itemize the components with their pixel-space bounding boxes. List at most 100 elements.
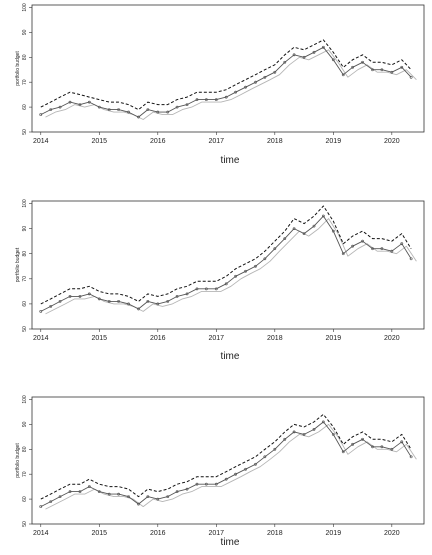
series-line-dashed-upper: [40, 205, 412, 305]
x-tick-label: 2020: [384, 138, 400, 145]
series-point: [107, 299, 111, 303]
y-tick-label: 80: [22, 54, 28, 60]
x-tick-label: 2017: [209, 138, 225, 145]
chart-panel-1: 2014 2015 2016 2017 2018 2019 2020 50 60 70 80 90 10…: [15, 3, 425, 166]
series-point: [204, 98, 208, 102]
series-point: [204, 482, 208, 486]
series-point: [331, 58, 335, 62]
series-point: [361, 60, 364, 64]
series-point: [292, 53, 296, 57]
series-point: [409, 75, 413, 79]
series-point: [263, 75, 267, 79]
series-point: [321, 420, 325, 424]
series-point: [341, 252, 345, 256]
x-axis-title: time: [221, 351, 240, 362]
series-point: [371, 68, 374, 72]
plot-frame: [31, 4, 425, 133]
series-point: [224, 95, 228, 99]
series-point: [185, 103, 189, 107]
series-point: [312, 224, 316, 228]
series-point: [137, 115, 140, 119]
y-axis-title: portfolio budget: [15, 51, 21, 86]
series-point: [127, 302, 130, 306]
series-point: [380, 445, 384, 449]
y-tick-label: 90: [22, 226, 28, 232]
x-tick-label: 2020: [384, 335, 400, 342]
series-point: [380, 247, 384, 251]
series-point: [97, 490, 101, 494]
series-point: [234, 274, 238, 278]
series-point: [361, 239, 364, 243]
series-point: [400, 65, 404, 69]
series-point: [234, 90, 238, 94]
y-tick-label: 60: [22, 496, 28, 502]
series-point: [390, 70, 394, 74]
y-tick-label: 90: [22, 29, 28, 35]
series-point: [321, 214, 325, 218]
series-line-solid-light: [45, 218, 417, 315]
plot-frame: [31, 396, 425, 525]
series-point: [341, 450, 345, 454]
y-tick-label: 50: [22, 521, 28, 527]
series-line-solid-dark-with-markers: [40, 215, 412, 312]
series-point: [214, 287, 218, 291]
x-tick-label: 2019: [326, 335, 342, 342]
series-point: [78, 103, 82, 107]
series-point: [78, 294, 82, 298]
series-point: [283, 60, 287, 64]
series-point: [283, 237, 287, 241]
series-point: [127, 110, 130, 114]
series-point: [58, 105, 62, 109]
series-point: [195, 482, 199, 486]
series-point: [68, 294, 72, 298]
y-axis-title: portfolio budget: [15, 247, 21, 282]
series-point: [195, 98, 199, 102]
y-tick-label: 80: [22, 251, 28, 257]
series-point: [39, 505, 43, 508]
y-tick-label: 70: [22, 471, 28, 477]
series-point: [68, 100, 72, 104]
y-tick-label: 50: [22, 326, 28, 332]
series-point: [87, 100, 91, 104]
x-tick-label: 2018: [267, 335, 283, 342]
x-tick-label: 2020: [384, 530, 400, 537]
series-point: [254, 80, 257, 84]
series-point: [351, 442, 355, 446]
series-point: [292, 227, 296, 231]
series-point: [283, 437, 287, 441]
series-line-solid-dark-with-markers: [40, 46, 412, 118]
series-point: [244, 269, 247, 273]
plot-frame: [31, 200, 425, 330]
x-tick-label: 2014: [33, 530, 49, 537]
y-tick-label: 80: [22, 446, 28, 452]
series-point: [156, 110, 160, 114]
series-point: [146, 299, 150, 303]
series-point: [175, 294, 179, 298]
series-point: [49, 305, 53, 308]
chart-panel-2: 2014 2015 2016 2017 2018 2019 2020 50 60 70 80 90 10…: [15, 199, 425, 362]
series-point: [263, 257, 267, 261]
series-point: [234, 472, 238, 476]
series-point: [127, 495, 130, 499]
series-point: [185, 292, 189, 296]
series-point: [273, 247, 277, 251]
series-point: [195, 287, 199, 291]
series-point: [214, 482, 218, 486]
series-point: [87, 485, 91, 489]
series-point: [409, 257, 413, 261]
x-tick-label: 2019: [326, 530, 342, 537]
x-tick-label: 2016: [150, 335, 166, 342]
series-point: [166, 495, 170, 499]
series-line-dashed-upper: [40, 39, 412, 111]
x-axis-title: time: [221, 155, 240, 166]
series-point: [312, 50, 316, 54]
y-tick-label: 70: [22, 276, 28, 282]
series-point: [185, 487, 189, 491]
series-point: [166, 110, 170, 114]
series-point: [254, 264, 257, 268]
series-point: [400, 242, 404, 246]
x-tick-label: 2014: [33, 335, 49, 342]
y-tick-label: 100: [22, 3, 28, 12]
y-axis-title: portfolio budget: [15, 443, 21, 478]
